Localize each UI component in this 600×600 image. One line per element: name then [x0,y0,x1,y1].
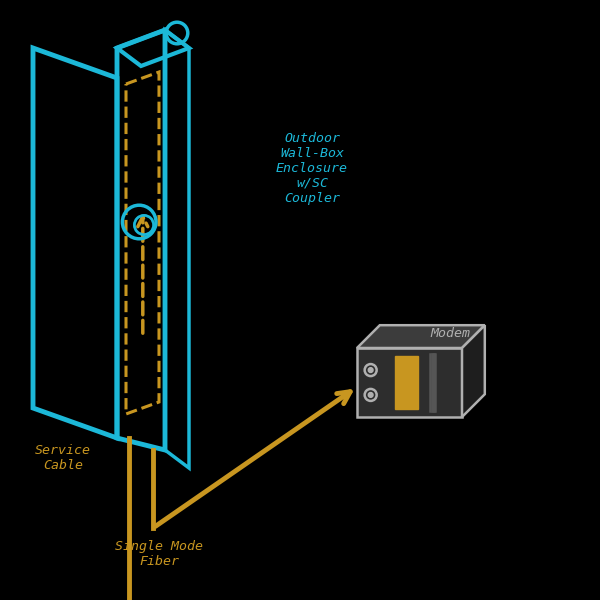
Polygon shape [357,348,462,417]
Polygon shape [357,325,485,348]
Circle shape [368,392,373,397]
Text: Service
Cable: Service Cable [35,444,91,472]
Polygon shape [462,325,485,417]
Circle shape [368,368,373,373]
Polygon shape [395,356,418,409]
Text: Outdoor
Wall-Box
Enclosure
w/SC
Coupler: Outdoor Wall-Box Enclosure w/SC Coupler [276,132,348,205]
Text: Modem: Modem [430,327,470,340]
Text: Single Mode
Fiber: Single Mode Fiber [115,540,203,568]
